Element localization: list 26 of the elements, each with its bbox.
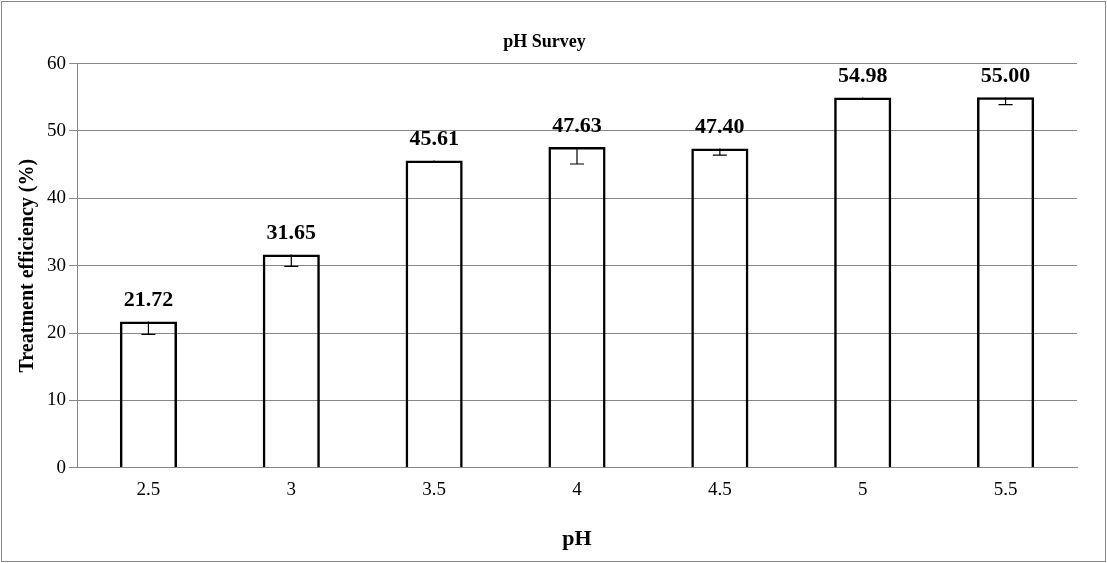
data-label: 21.72 [123, 286, 174, 312]
x-tick-label: 5 [857, 478, 868, 500]
x-tick-label: 4 [572, 478, 583, 500]
data-label: 45.61 [409, 125, 459, 151]
data-label: 47.63 [552, 111, 602, 137]
x-tick-label: 2.5 [136, 478, 161, 500]
y-tick-label: 60 [47, 51, 66, 73]
y-tick-label: 0 [56, 455, 66, 477]
bar [548, 146, 606, 468]
y-tick-label: 20 [47, 321, 66, 343]
x-tick-label: 3 [286, 478, 297, 500]
x-tick-label: 3.5 [422, 478, 447, 500]
data-label: 54.98 [837, 62, 888, 88]
y-tick-label: 10 [47, 388, 66, 410]
data-label: 55.00 [980, 61, 1031, 87]
bar [262, 254, 320, 468]
x-axis-title: pH [562, 525, 592, 551]
data-label: 47.40 [695, 113, 745, 139]
x-tick-label: 5.5 [993, 478, 1018, 500]
data-label: 31.65 [266, 219, 317, 245]
y-tick-label: 40 [47, 186, 66, 208]
chart-title: pH Survey [503, 31, 586, 52]
y-tick-label: 50 [47, 118, 66, 140]
y-axis-title: Treatment efficiency (%) [15, 158, 39, 373]
x-tick-label: 4.5 [707, 478, 732, 500]
y-tick-label: 30 [47, 253, 66, 275]
